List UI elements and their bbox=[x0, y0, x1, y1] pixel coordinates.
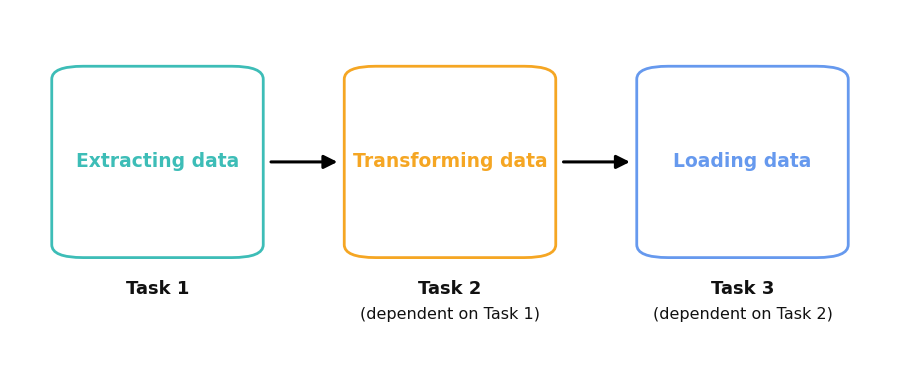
FancyBboxPatch shape bbox=[637, 66, 848, 258]
Text: Task 1: Task 1 bbox=[126, 280, 189, 298]
Text: Task 3: Task 3 bbox=[711, 280, 774, 298]
Text: Loading data: Loading data bbox=[673, 152, 812, 171]
Text: Task 2: Task 2 bbox=[418, 280, 482, 298]
Text: (dependent on Task 2): (dependent on Task 2) bbox=[652, 307, 832, 322]
FancyBboxPatch shape bbox=[344, 66, 556, 258]
Text: (dependent on Task 1): (dependent on Task 1) bbox=[360, 307, 540, 322]
FancyBboxPatch shape bbox=[51, 66, 263, 258]
Text: Transforming data: Transforming data bbox=[353, 152, 547, 171]
Text: Extracting data: Extracting data bbox=[76, 152, 239, 171]
